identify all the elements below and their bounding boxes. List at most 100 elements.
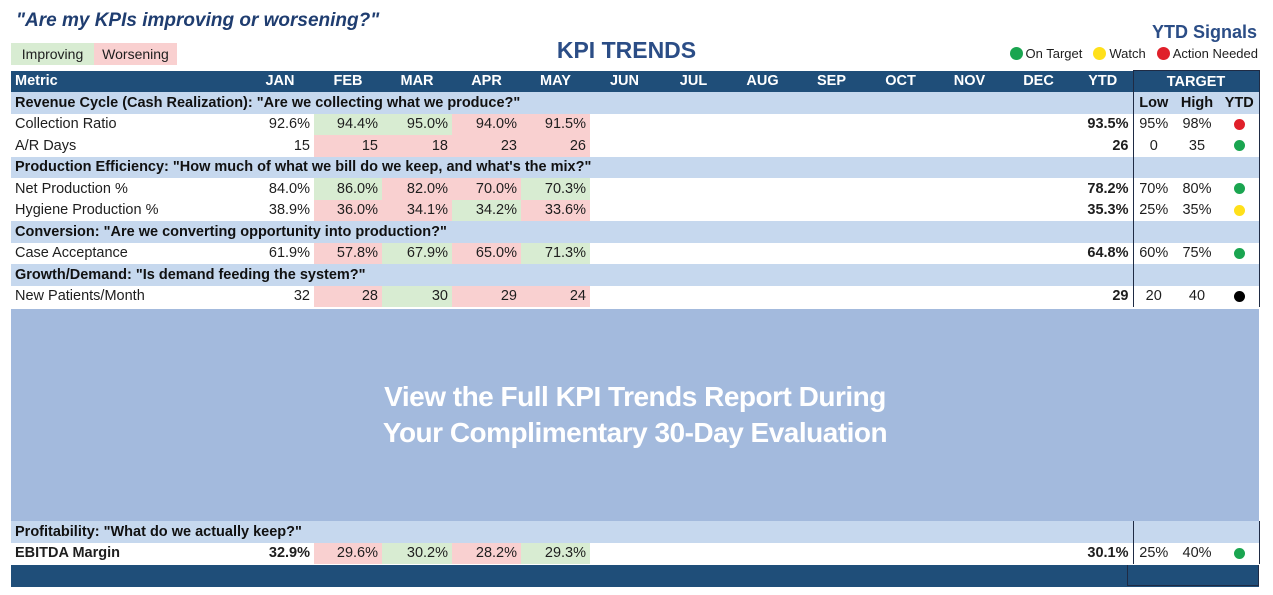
month-value: 29.3% (521, 542, 590, 564)
signal-legend-label: Action Needed (1172, 46, 1258, 61)
metric-name: Case Acceptance (15, 245, 128, 262)
month-value: 86.0% (314, 178, 382, 200)
section-row: Profitability: "What do we actually keep… (11, 521, 1260, 543)
signal-legend-on-target: On Target (1009, 46, 1083, 61)
month-value: 70.0% (452, 178, 521, 200)
green-dot-icon (1233, 547, 1245, 559)
ytd-value: 78.2% (1087, 180, 1129, 197)
ytd-value: 64.8% (1087, 245, 1129, 262)
green-dot-icon (1233, 183, 1245, 195)
signal-legend-label: Watch (1109, 46, 1146, 61)
signal-legend-action-needed: Action Needed (1156, 46, 1258, 61)
table-header-row: Metric JAN FEB MAR APR MAY JUN JUL AUG S… (11, 70, 1260, 92)
table-row: Net Production % 84.0% 86.0% 82.0% 70.0%… (11, 178, 1260, 200)
table-row: A/R Days 15 15 18 23 26 26 0 35 (11, 135, 1260, 157)
metric-name: New Patients/Month (15, 288, 145, 305)
month-value: 32.9% (268, 545, 310, 562)
month-header: JUN (590, 70, 659, 92)
target-high: 40% (1182, 545, 1212, 562)
month-value: 82.0% (382, 178, 452, 200)
month-value: 92.6% (268, 116, 310, 133)
target-low: 25% (1132, 542, 1175, 564)
month-value: 61.9% (268, 245, 310, 262)
evaluation-overlay: View the Full KPI Trends Report During Y… (11, 309, 1259, 521)
month-value: 95.0% (382, 113, 452, 135)
section-label: Conversion: "Are we converting opportuni… (11, 221, 1133, 243)
month-value: 18 (382, 135, 452, 157)
month-header: AUG (728, 70, 797, 92)
overlay-line-1: View the Full KPI Trends Report During (384, 381, 886, 412)
ytd-value: 26 (1112, 137, 1129, 154)
profitability-table: Profitability: "What do we actually keep… (11, 521, 1260, 564)
month-value: 30 (382, 285, 452, 307)
month-value: 94.0% (452, 113, 521, 135)
month-header: NOV (935, 70, 1004, 92)
metric-name: Net Production % (15, 180, 128, 197)
month-header: OCT (866, 70, 935, 92)
month-value: 29.6% (314, 542, 382, 564)
metric-name: Collection Ratio (15, 116, 117, 133)
month-header: APR (452, 70, 521, 92)
month-value: 30.2% (382, 542, 452, 564)
metric-header: Metric (11, 70, 246, 92)
target-low: 95% (1132, 113, 1174, 135)
target-box-outline (1127, 565, 1259, 586)
ytd-value: 30.1% (1087, 545, 1129, 562)
month-value: 28 (314, 285, 382, 307)
ytd-signals-title: YTD Signals (1151, 22, 1257, 42)
green-dot-icon (1009, 47, 1023, 60)
target-high: 75% (1182, 245, 1212, 262)
month-header: DEC (1004, 70, 1073, 92)
overlay-line-2: Your Complimentary 30-Day Evaluation (382, 417, 888, 448)
month-header: MAR (382, 70, 452, 92)
month-value: 28.2% (452, 542, 521, 564)
ytd-value: 35.3% (1087, 202, 1129, 219)
table-row: Collection Ratio 92.6% 94.4% 95.0% 94.0%… (11, 113, 1260, 135)
yellow-dot-icon (1233, 204, 1245, 216)
metric-name: A/R Days (15, 137, 77, 154)
month-value: 94.4% (314, 113, 382, 135)
kpi-table: Metric JAN FEB MAR APR MAY JUN JUL AUG S… (11, 70, 1260, 307)
red-dot-icon (1156, 47, 1170, 60)
legend-worsening: Worsening (94, 43, 177, 65)
black-dot-icon (1233, 290, 1245, 302)
month-value: 23 (452, 135, 521, 157)
month-header: FEB (314, 70, 382, 92)
month-value: 91.5% (521, 113, 590, 135)
target-low: 25% (1132, 199, 1174, 221)
month-value: 84.0% (268, 180, 310, 197)
month-header: JAN (246, 70, 314, 92)
section-row: Revenue Cycle (Cash Realization): "Are w… (11, 92, 1260, 114)
metric-name: Hygiene Production % (15, 202, 159, 219)
section-row: Growth/Demand: "Is demand feeding the sy… (11, 264, 1260, 286)
month-value: 33.6% (521, 199, 590, 221)
legend-improving: Improving (11, 43, 94, 65)
target-low: 70% (1132, 178, 1174, 200)
section-label: Production Efficiency: "How much of what… (11, 156, 1133, 178)
section-label: Revenue Cycle (Cash Realization): "Are w… (11, 92, 1133, 114)
signal-legend-label: On Target (1025, 46, 1083, 61)
month-value: 67.9% (382, 242, 452, 264)
month-value: 24 (521, 285, 590, 307)
section-row: Production Efficiency: "How much of what… (11, 156, 1260, 178)
target-high: 80% (1182, 180, 1212, 197)
target-high: 40 (1188, 288, 1206, 305)
green-dot-icon (1233, 140, 1245, 152)
page-question: "Are my KPIs improving or worsening?" (16, 10, 380, 31)
target-high: 98% (1182, 116, 1212, 133)
target-ytd-header: YTD (1220, 92, 1260, 114)
metric-name: EBITDA Margin (15, 545, 120, 562)
green-dot-icon (1233, 247, 1245, 259)
target-low: 0 (1132, 135, 1174, 157)
month-value: 15 (314, 135, 382, 157)
signal-legend: On Target Watch Action Needed (1003, 46, 1258, 61)
section-label: Growth/Demand: "Is demand feeding the sy… (11, 264, 1133, 286)
target-header: TARGET (1132, 70, 1260, 92)
month-header: SEP (797, 70, 866, 92)
target-high: 35 (1188, 137, 1206, 154)
month-value: 34.1% (382, 199, 452, 221)
ytd-header: YTD (1073, 70, 1133, 92)
yellow-dot-icon (1093, 47, 1107, 60)
section-label: Profitability: "What do we actually keep… (11, 521, 1134, 543)
table-row: Case Acceptance 61.9% 57.8% 67.9% 65.0% … (11, 242, 1260, 264)
